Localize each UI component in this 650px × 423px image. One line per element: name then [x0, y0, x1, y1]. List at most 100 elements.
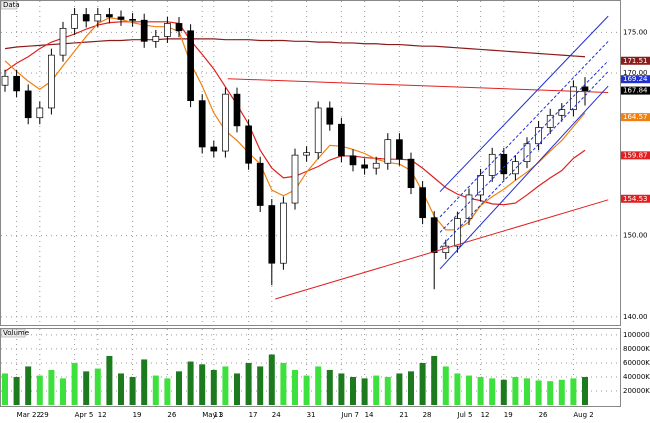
x-tick-label: 17	[249, 411, 258, 419]
price-marker-label: 159.87	[623, 151, 648, 159]
volume-bar	[500, 379, 507, 405]
candle-body	[59, 27, 67, 56]
candle-body	[245, 125, 252, 164]
volume-bar	[442, 366, 449, 405]
price-marker-label: 171.51	[623, 57, 648, 65]
volume-bar	[25, 366, 32, 405]
candle-body	[48, 54, 55, 109]
candle-body	[82, 14, 90, 22]
volume-bar	[466, 375, 472, 405]
volume-label: Volume	[3, 329, 29, 337]
candle-body	[396, 139, 403, 160]
x-tick-label: 21	[399, 411, 408, 419]
trendline	[439, 15, 609, 193]
x-tick-label: 14	[365, 411, 374, 419]
volume-bar	[245, 362, 252, 405]
volume-bar	[292, 369, 298, 405]
volume-bar	[315, 366, 322, 405]
volume-bar	[210, 369, 217, 405]
candle-body	[152, 36, 160, 42]
volume-bar	[477, 376, 484, 405]
candle-body	[570, 86, 577, 110]
x-tick-label: May 3	[202, 411, 223, 419]
candle-body	[512, 161, 519, 175]
y-tick-label: 175.00	[623, 28, 648, 36]
volume-bar	[13, 376, 20, 405]
trendline	[439, 71, 609, 249]
candle-body	[372, 162, 380, 169]
trendline	[439, 60, 609, 233]
candle-body	[465, 194, 473, 219]
candle-body	[558, 109, 566, 116]
x-tick-label: 19	[133, 411, 142, 419]
volume-bar	[152, 375, 159, 405]
volume-bar	[164, 378, 171, 405]
volume-bar	[187, 361, 194, 405]
x-tick-label: Jun 7	[340, 411, 359, 419]
volume-bar	[582, 376, 588, 405]
candle-body	[326, 107, 334, 125]
x-tick-label: 26	[167, 411, 176, 419]
candle-body	[36, 107, 44, 119]
candle-body	[222, 93, 229, 152]
candle-body	[71, 14, 78, 29]
volume-bar	[326, 369, 333, 405]
trendline	[439, 40, 609, 218]
price-marker-label: 167.84	[623, 87, 648, 95]
volume-bar	[280, 362, 287, 405]
x-tick-label: Mar 22	[17, 411, 41, 419]
volume-bar	[222, 366, 229, 405]
volume-tick-label: 100000K	[623, 331, 650, 339]
candle-body	[407, 158, 415, 188]
price-marker	[621, 113, 650, 122]
candle-body	[129, 19, 136, 21]
x-tick-label: Jul 5	[456, 411, 472, 419]
volume-bar	[36, 375, 43, 405]
trendline	[439, 85, 609, 270]
candle-body	[210, 146, 218, 152]
price-marker	[621, 56, 650, 65]
volume-bar	[535, 380, 542, 405]
volume-bar	[570, 378, 577, 405]
price-marker-label: 169.24	[623, 75, 648, 83]
price-marker	[621, 151, 650, 160]
volume-panel	[0, 328, 621, 407]
candle-body	[233, 93, 241, 127]
volume-tick-label: 20000K	[623, 387, 650, 395]
trendline	[227, 78, 609, 94]
candle-body	[13, 75, 20, 92]
candle-body	[24, 90, 32, 119]
candle-body	[140, 19, 148, 42]
volume-tick-label: 80000K	[623, 345, 650, 353]
volume-bar	[71, 362, 78, 405]
candle-body	[256, 162, 264, 206]
volume-bar	[234, 373, 240, 405]
volume-bar	[338, 373, 345, 405]
volume-bar	[2, 373, 8, 405]
x-tick-label: 29	[40, 411, 49, 419]
candle-body	[187, 30, 194, 102]
x-tick-label: 12	[481, 411, 490, 419]
volume-bar	[48, 369, 55, 405]
x-tick-label: 11	[214, 411, 223, 419]
panel-tag	[0, 328, 26, 338]
volume-bar	[454, 373, 461, 405]
candle-body	[280, 202, 287, 264]
x-tick-label: Aug 2	[573, 411, 593, 419]
volume-bar	[118, 373, 124, 405]
volume-bar	[83, 371, 90, 405]
candle-body	[500, 153, 508, 175]
x-tick-label: 28	[423, 411, 432, 419]
volume-bar	[431, 355, 438, 405]
candle-body	[198, 100, 206, 148]
volume-bar	[176, 371, 182, 405]
volume-bar	[396, 373, 403, 405]
y-tick-label: 150.00	[623, 232, 648, 240]
volume-bar	[268, 354, 275, 405]
volume-bar	[408, 371, 414, 405]
x-tick-label: 19	[504, 411, 513, 419]
price-marker	[621, 75, 650, 84]
candle-body	[535, 127, 542, 145]
candle-body	[303, 152, 310, 156]
